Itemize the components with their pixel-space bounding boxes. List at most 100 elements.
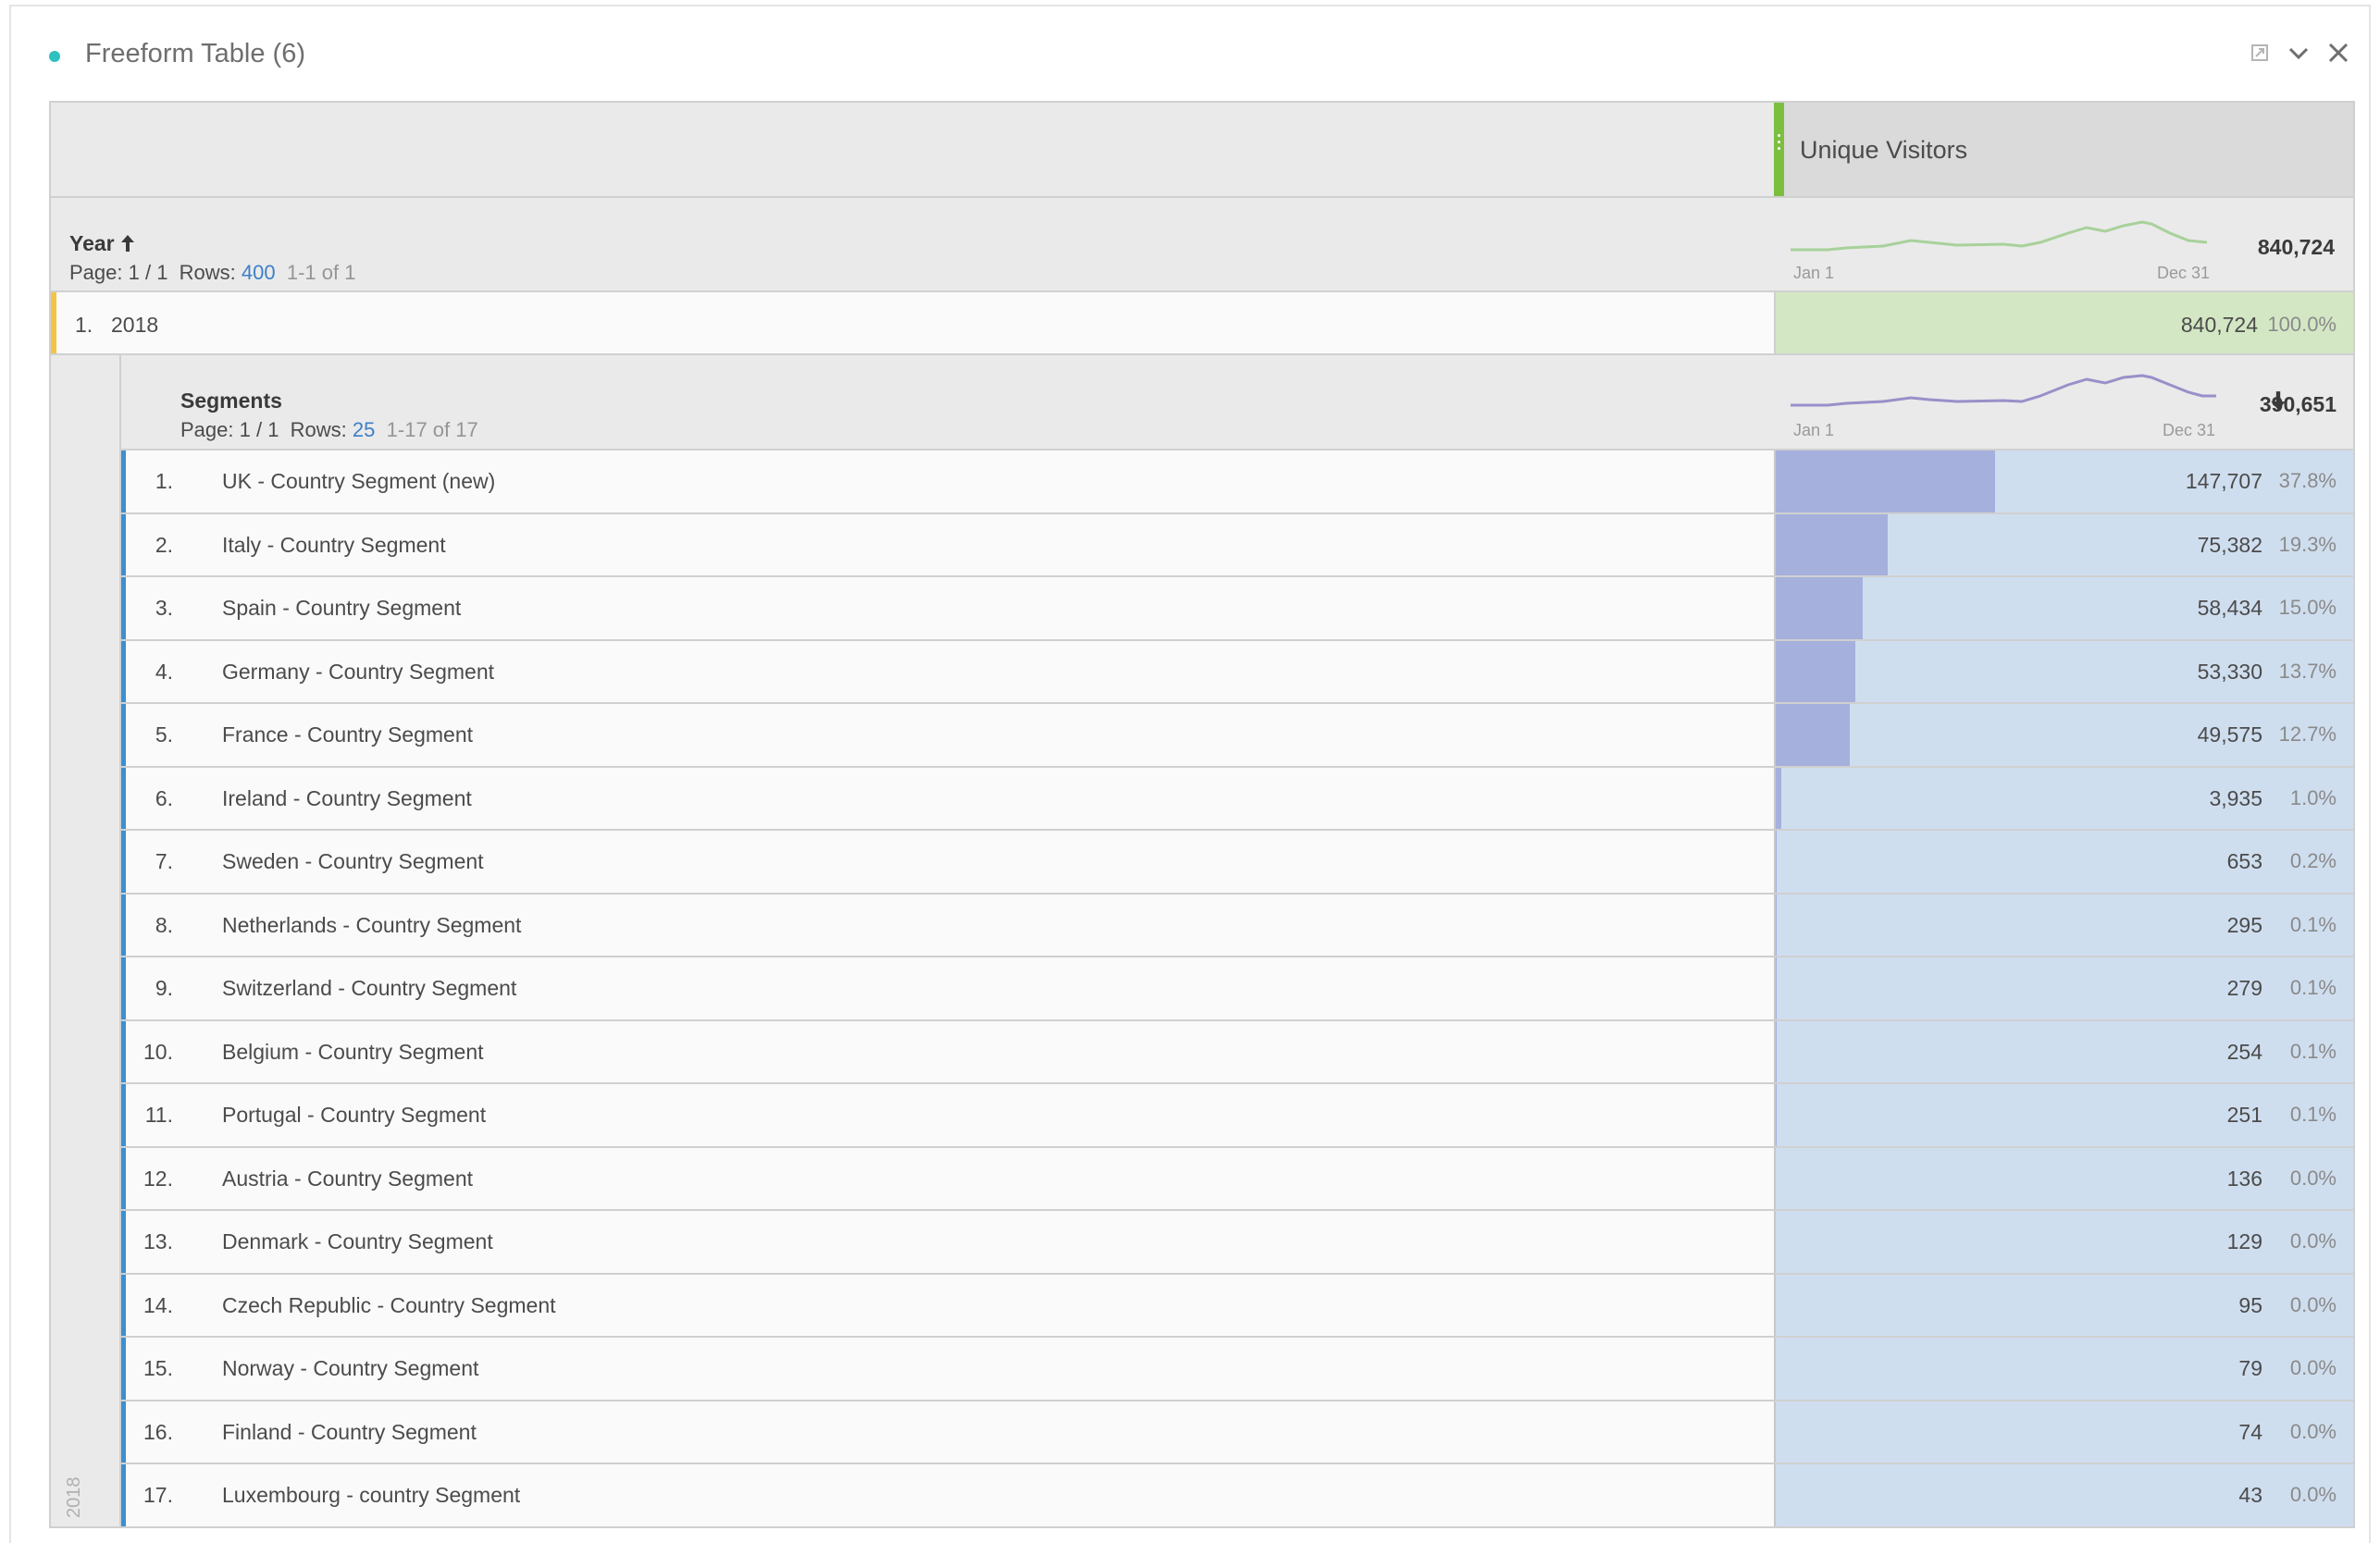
metric-cell: 95 0.0% [1774,1274,2353,1336]
metric-percent: 0.0% [2289,1356,2337,1379]
row-label[interactable]: Belgium - Country Segment [222,1039,484,1064]
row-label[interactable]: Portugal - Country Segment [222,1103,487,1127]
metric-value: 295 [2226,912,2262,937]
row-accent [121,1084,126,1146]
row-label[interactable]: UK - Country Segment (new) [222,469,496,493]
year-dimension-title[interactable]: Year [69,231,135,256]
row-label[interactable]: Denmark - Country Segment [222,1229,493,1253]
table-row[interactable]: 7. Sweden - Country Segment 653 0.2% [121,831,2353,895]
metric-bar [1776,831,1777,893]
row-accent [121,1274,126,1336]
rows-value-link[interactable]: 400 [241,261,276,284]
metric-percent: 0.0% [2289,1166,2337,1190]
row-label[interactable]: Finland - Country Segment [222,1419,477,1444]
chevron-down-icon[interactable] [2287,42,2310,64]
table-row[interactable]: 17. Luxembourg - country Segment 43 0.0% [121,1464,2353,1526]
row-label[interactable]: Italy - Country Segment [222,532,446,557]
table-row[interactable]: 14. Czech Republic - Country Segment 95 0.0… [121,1274,2353,1338]
row-number: 11. [144,1103,173,1127]
panel-title[interactable]: Freeform Table (6) [85,39,305,68]
year-metric-cell: 840,724 100.0% [1774,292,2353,353]
metric-cell: 653 0.2% [1774,831,2353,893]
metric-percent: 1.0% [2289,785,2337,809]
metric-percent: 0.1% [2289,1039,2337,1063]
table-row[interactable]: 10. Belgium - Country Segment 254 0.1% [121,1020,2353,1084]
row-label[interactable]: Netherlands - Country Segment [222,912,522,937]
row-number: 13. [143,1229,173,1253]
year-row[interactable]: 1. 2018 840,724 100.0% [51,292,2353,355]
table-row[interactable]: 12. Austria - Country Segment 136 0.0% [121,1147,2353,1211]
table-row[interactable]: 6. Ireland - Country Segment 3,935 1.0% [121,767,2353,831]
row-number: 16. [143,1419,173,1444]
table-row[interactable]: 9. Switzerland - Country Segment 279 0.1% [121,957,2353,1021]
metric-bar [1776,577,1863,639]
row-accent [121,577,126,639]
page-value[interactable]: 1 / 1 [128,261,168,284]
table-row[interactable]: 3. Spain - Country Segment 58,434 15.0% [121,577,2353,641]
row-label[interactable]: Sweden - Country Segment [222,849,484,873]
row-number: 2. [155,532,173,557]
rows-value-link[interactable]: 25 [352,418,376,441]
table-row[interactable]: 16. Finland - Country Segment 74 0.0% [121,1401,2353,1464]
table-row[interactable]: 8. Netherlands - Country Segment 295 0.1% [121,894,2353,957]
row-label[interactable]: Switzerland - Country Segment [222,976,517,1000]
row-accent [121,451,126,512]
row-number: 5. [155,722,173,747]
row-label[interactable]: Austria - Country Segment [222,1166,474,1191]
table-row[interactable]: 5. France - Country Segment 49,575 12.7% [121,704,2353,768]
sort-ascending-icon[interactable] [120,234,135,253]
row-accent [51,292,56,353]
row-accent [121,957,126,1019]
metric-percent: 19.3% [2278,532,2337,556]
close-icon[interactable] [2327,42,2349,64]
drag-handle-icon[interactable] [1778,130,1780,154]
metric-percent: 0.0% [2289,1229,2337,1253]
table-row[interactable]: 11. Portugal - Country Segment 251 0.1% [121,1084,2353,1148]
metric-percent: 37.8% [2278,469,2337,492]
metric-value: 79 [2238,1356,2262,1380]
metric-value: 95 [2238,1292,2262,1317]
row-label[interactable]: Czech Republic - Country Segment [222,1292,556,1317]
metric-percent: 0.1% [2289,1103,2337,1126]
metric-value: 53,330 [2197,659,2262,684]
segment-pagination: Page: 1 / 1 Rows: 25 1-17 of 17 [180,418,478,442]
row-accent [121,894,126,956]
metric-cell: 74 0.0% [1774,1401,2353,1463]
row-label[interactable]: Germany - Country Segment [222,659,495,684]
breakdown-gutter [51,355,121,1526]
metric-percent: 15.0% [2278,596,2337,619]
row-label[interactable]: Luxembourg - country Segment [222,1483,521,1507]
year-spark-end: Dec 31 [2157,264,2211,282]
row-label[interactable]: France - Country Segment [222,722,474,747]
segment-spark-end: Dec 31 [2163,421,2216,439]
table-row[interactable]: 4. Germany - Country Segment 53,330 13.7% [121,640,2353,704]
page-value[interactable]: 1 / 1 [239,418,279,441]
row-number: 15. [143,1356,173,1380]
rows-label: Rows: [179,261,236,284]
metric-column-header[interactable]: Unique Visitors [1774,103,2353,196]
metric-cell: 251 0.1% [1774,1084,2353,1146]
table-row[interactable]: 2. Italy - Country Segment 75,382 19.3% [121,513,2353,577]
row-label[interactable]: Ireland - Country Segment [222,785,472,810]
table-row[interactable]: 13. Denmark - Country Segment 129 0.0% [121,1211,2353,1275]
row-label[interactable]: 2018 [111,313,159,337]
row-label[interactable]: Spain - Country Segment [222,596,462,620]
table-row[interactable]: 15. Norway - Country Segment 79 0.0% [121,1338,2353,1401]
table-row[interactable]: 1. UK - Country Segment (new) 147,707 37.8% [121,451,2353,514]
maximize-icon[interactable] [2249,42,2271,64]
metric-value: 254 [2226,1039,2262,1064]
year-dimension-header: Year Page: 1 / 1 Rows: 400 1-1 of 1 Jan … [51,198,2353,292]
metric-color-bar [1774,103,1784,196]
row-number: 3. [155,596,173,620]
segment-total: 390,651 [2259,392,2337,416]
sort-descending-icon[interactable] [2270,390,2287,411]
year-spark-start: Jan 1 [1793,264,1835,282]
row-accent [121,640,126,702]
metric-bar [1776,640,1855,702]
row-number: 17. [143,1483,173,1507]
segment-dimension-title[interactable]: Segments [180,389,282,413]
metric-cell: 279 0.1% [1774,957,2353,1019]
row-accent [121,1338,126,1400]
row-label[interactable]: Norway - Country Segment [222,1356,479,1380]
row-number: 14. [143,1292,173,1317]
